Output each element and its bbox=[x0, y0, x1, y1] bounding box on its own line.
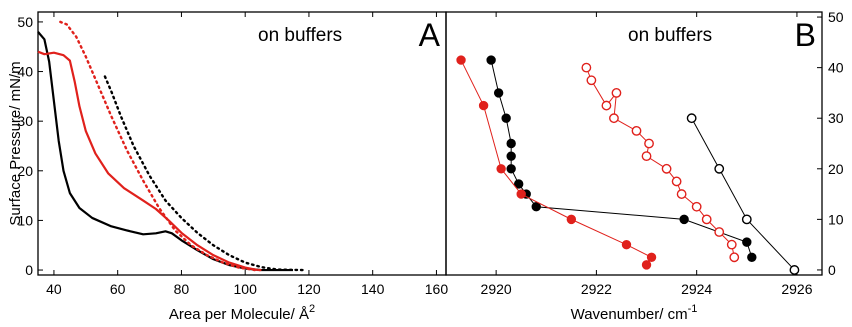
data-point bbox=[644, 138, 654, 149]
x-tick-label: 2926 bbox=[781, 281, 812, 297]
x-tick-label: 2924 bbox=[681, 281, 712, 297]
series-connector-3 bbox=[585, 67, 735, 258]
panel-label: A bbox=[419, 17, 441, 53]
y-tick-label: 30 bbox=[17, 113, 33, 129]
data-point bbox=[679, 214, 689, 225]
data-point bbox=[742, 237, 752, 247]
data-point bbox=[581, 62, 592, 73]
series-line-2 bbox=[37, 50, 259, 272]
series-line-1 bbox=[37, 31, 293, 272]
x-axis-label-superscript: -1 bbox=[688, 303, 698, 315]
panel-label: B bbox=[795, 17, 816, 53]
data-point bbox=[789, 265, 800, 275]
data-point bbox=[486, 55, 496, 65]
x-tick-label: 140 bbox=[361, 281, 385, 297]
x-axis-label-text: Wavenumber/ cm bbox=[571, 306, 688, 323]
data-point bbox=[501, 113, 511, 123]
data-point bbox=[506, 138, 516, 149]
y-tick-label: 40 bbox=[828, 60, 844, 76]
data-point bbox=[478, 100, 489, 111]
series-connector-1 bbox=[490, 59, 753, 258]
data-point bbox=[646, 252, 657, 262]
data-point bbox=[714, 163, 725, 174]
data-point bbox=[586, 75, 597, 86]
data-point bbox=[741, 214, 752, 225]
y-tick-label: 0 bbox=[25, 262, 33, 278]
data-point bbox=[641, 260, 652, 270]
x-tick-label: 160 bbox=[425, 281, 449, 297]
data-point bbox=[661, 163, 672, 174]
data-point bbox=[601, 100, 612, 111]
x-axis-label: Wavenumber/ cm-1 bbox=[571, 303, 698, 323]
data-point bbox=[641, 151, 652, 162]
annotation-text: on buffers bbox=[628, 25, 712, 46]
data-point bbox=[686, 113, 697, 124]
data-point bbox=[516, 189, 526, 199]
data-point bbox=[621, 239, 632, 250]
panel-a: 40 60 80 100 120 140 160 0 10 20 30 40 50 Area per Mo… bbox=[7, 11, 449, 323]
x-axis-label: Area per Molecule/ Å2 bbox=[169, 303, 315, 323]
x-axis-label-text: Area per Molecule/ Å bbox=[169, 306, 309, 323]
x-tick-label: 2922 bbox=[581, 281, 612, 297]
data-point bbox=[631, 125, 642, 136]
series-connector-2 bbox=[460, 59, 653, 266]
y-tick-label: 10 bbox=[17, 212, 33, 228]
data-point bbox=[566, 214, 577, 225]
data-point bbox=[729, 252, 740, 263]
data-point bbox=[531, 202, 541, 212]
x-tick-label: 100 bbox=[234, 281, 258, 297]
data-point bbox=[701, 214, 712, 225]
y-tick-label: 50 bbox=[828, 9, 844, 25]
annotation-text: on buffers bbox=[258, 25, 342, 46]
x-tick-label: 2920 bbox=[481, 281, 512, 297]
data-point bbox=[691, 201, 702, 212]
y-tick-label: 30 bbox=[828, 110, 844, 126]
data-point bbox=[609, 113, 619, 124]
x-tick-label: 80 bbox=[174, 281, 190, 297]
series-connector-4 bbox=[691, 117, 795, 271]
data-point bbox=[456, 55, 466, 65]
panel-b: 2920 2922 2924 2926 0 10 20 30 40 50 Wavenumber/ c… bbox=[445, 9, 844, 323]
series-line-4 bbox=[103, 75, 304, 272]
x-tick-label: 120 bbox=[297, 281, 321, 297]
data-point bbox=[611, 88, 622, 98]
data-point bbox=[506, 164, 516, 174]
plot-frame bbox=[445, 11, 823, 276]
series-line-3 bbox=[59, 20, 266, 272]
plot-frame bbox=[37, 11, 447, 276]
y-tick-label: 20 bbox=[17, 163, 33, 179]
y-tick-label: 50 bbox=[17, 14, 33, 30]
data-point bbox=[676, 189, 687, 199]
data-point bbox=[726, 239, 737, 250]
x-tick-label: 40 bbox=[46, 281, 62, 297]
data-point bbox=[506, 151, 516, 161]
data-point bbox=[747, 252, 757, 262]
y-tick-label: 40 bbox=[17, 64, 33, 80]
x-tick-label: 60 bbox=[110, 281, 126, 297]
data-point bbox=[671, 176, 682, 187]
y-axis-label: Surface Pressure/ mN/m bbox=[7, 61, 24, 225]
data-point bbox=[714, 227, 725, 237]
y-tick-label: 10 bbox=[828, 211, 844, 227]
data-point bbox=[493, 88, 504, 98]
y-tick-label: 20 bbox=[828, 161, 844, 177]
data-point bbox=[496, 164, 506, 174]
x-axis-label-superscript: 2 bbox=[309, 303, 315, 315]
data-point bbox=[513, 179, 524, 189]
y-tick-label: 0 bbox=[828, 262, 836, 278]
